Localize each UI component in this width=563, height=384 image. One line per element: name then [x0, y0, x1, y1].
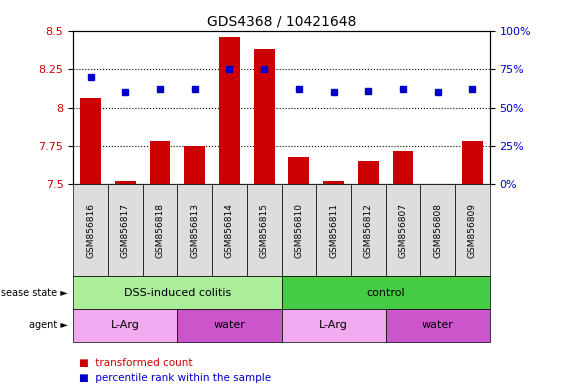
Text: control: control — [367, 288, 405, 298]
Title: GDS4368 / 10421648: GDS4368 / 10421648 — [207, 14, 356, 28]
Text: DSS-induced colitis: DSS-induced colitis — [124, 288, 231, 298]
Bar — [184, 146, 205, 184]
Text: agent ►: agent ► — [29, 320, 68, 331]
Bar — [80, 98, 101, 184]
Text: GSM856813: GSM856813 — [190, 203, 199, 258]
Bar — [219, 37, 240, 184]
Text: ■  percentile rank within the sample: ■ percentile rank within the sample — [79, 373, 271, 383]
Text: GSM856814: GSM856814 — [225, 203, 234, 258]
Text: GSM856809: GSM856809 — [468, 203, 477, 258]
Text: GSM856812: GSM856812 — [364, 203, 373, 258]
Bar — [115, 181, 136, 184]
Text: GSM856818: GSM856818 — [155, 203, 164, 258]
Text: GSM856808: GSM856808 — [434, 203, 442, 258]
Bar — [150, 141, 171, 184]
Bar — [254, 49, 275, 184]
Bar — [462, 141, 483, 184]
Text: GSM856816: GSM856816 — [86, 203, 95, 258]
Bar — [323, 181, 344, 184]
Text: disease state ►: disease state ► — [0, 288, 68, 298]
Text: GSM856810: GSM856810 — [294, 203, 303, 258]
Text: L-Arg: L-Arg — [319, 320, 348, 331]
Text: GSM856817: GSM856817 — [121, 203, 129, 258]
Text: water: water — [213, 320, 245, 331]
Text: ■  transformed count: ■ transformed count — [79, 358, 193, 368]
Text: GSM856807: GSM856807 — [399, 203, 408, 258]
Text: L-Arg: L-Arg — [111, 320, 140, 331]
Text: GSM856815: GSM856815 — [260, 203, 269, 258]
Text: GSM856811: GSM856811 — [329, 203, 338, 258]
Bar — [358, 161, 379, 184]
Bar — [288, 157, 309, 184]
Text: water: water — [422, 320, 454, 331]
Bar — [392, 151, 413, 184]
